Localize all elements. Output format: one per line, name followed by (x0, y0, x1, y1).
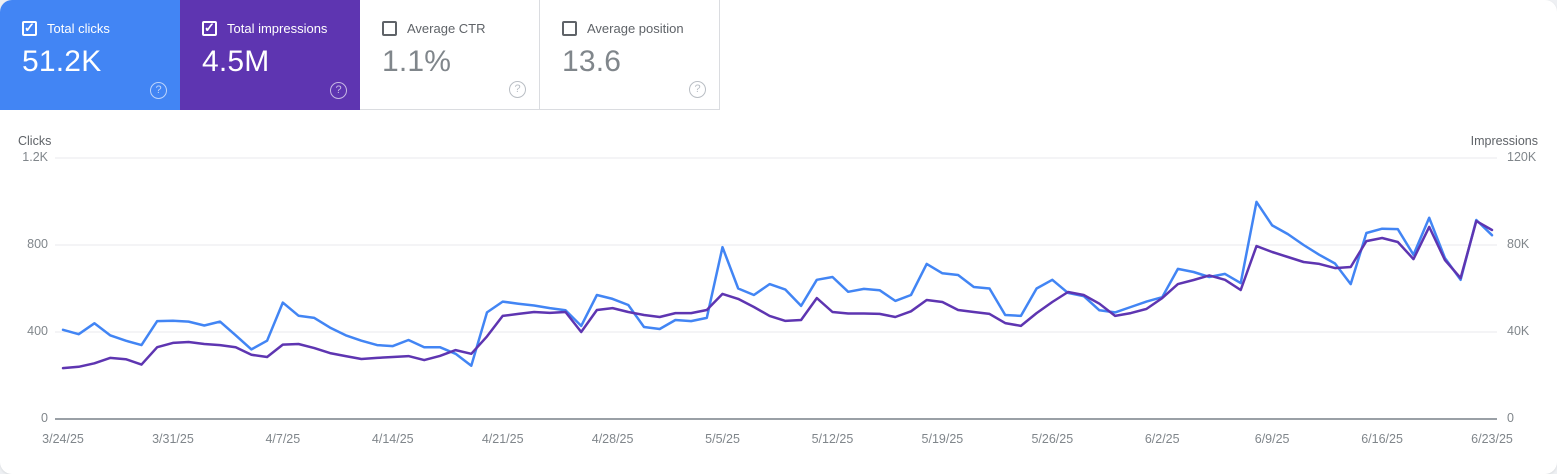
x-axis-label: 5/5/25 (705, 432, 740, 446)
right-axis-tick: 40K (1507, 324, 1530, 338)
checkbox-checked-icon[interactable] (202, 20, 217, 36)
card-value: 13.6 (562, 45, 622, 78)
checkbox-unchecked-icon[interactable] (382, 20, 397, 36)
right-axis-tick: 120K (1507, 150, 1537, 164)
card-header: Average position (562, 20, 705, 36)
card-total-clicks[interactable]: Total clicks 51.2K (0, 0, 180, 110)
x-axis-label: 6/2/25 (1144, 432, 1180, 446)
right-axis-tick: 0 (1507, 411, 1514, 425)
x-axis-label: 4/14/25 (371, 432, 414, 446)
clicks-line (61, 200, 1494, 367)
x-axis-label: 3/31/25 (152, 432, 194, 446)
x-axis-label: 4/7/25 (265, 432, 301, 446)
left-axis-tick: 0 (41, 411, 48, 425)
card-header: Total impressions (202, 20, 346, 36)
card-header: Average CTR (382, 20, 525, 36)
x-axis-label: 4/21/25 (481, 432, 524, 446)
x-axis-label: 5/26/25 (1031, 432, 1074, 446)
card-value: 1.1% (382, 45, 452, 78)
card-value: 51.2K (22, 45, 102, 78)
left-axis-tick: 1.2K (22, 150, 48, 164)
card-value: 4.5M (202, 45, 270, 78)
right-axis-tick: 80K (1507, 237, 1530, 251)
card-label: Total clicks (47, 20, 110, 36)
x-axis-label: 6/16/25 (1361, 432, 1403, 446)
card-average-ctr[interactable]: Average CTR 1.1% (360, 0, 540, 110)
left-axis-tick: 800 (27, 237, 48, 251)
right-axis-title: Impressions (1470, 134, 1538, 148)
help-icon[interactable] (330, 82, 347, 99)
card-average-position[interactable]: Average position 13.6 (540, 0, 720, 110)
help-icon[interactable] (509, 81, 526, 98)
x-axis-label: 3/24/25 (42, 432, 84, 446)
metric-cards-row: Total clicks 51.2K Total impressions 4.5… (0, 0, 1557, 110)
checkbox-checked-icon[interactable] (22, 20, 37, 36)
help-icon[interactable] (150, 82, 167, 99)
x-axis-label: 5/19/25 (921, 432, 964, 446)
x-axis-label: 6/23/25 (1471, 432, 1513, 446)
left-axis-title: Clicks (18, 134, 52, 148)
x-axis-label: 6/9/25 (1254, 432, 1290, 446)
card-total-impressions[interactable]: Total impressions 4.5M (180, 0, 360, 110)
x-axis-label: 5/12/25 (811, 432, 854, 446)
help-icon[interactable] (689, 81, 706, 98)
x-axis-label: 4/28/25 (591, 432, 634, 446)
card-label: Average position (587, 20, 684, 36)
checkbox-unchecked-icon[interactable] (562, 20, 577, 36)
left-axis-tick: 400 (27, 324, 48, 338)
card-header: Total clicks (22, 20, 166, 36)
impressions-line (61, 219, 1494, 370)
card-label: Total impressions (227, 20, 328, 36)
card-label: Average CTR (407, 20, 486, 36)
